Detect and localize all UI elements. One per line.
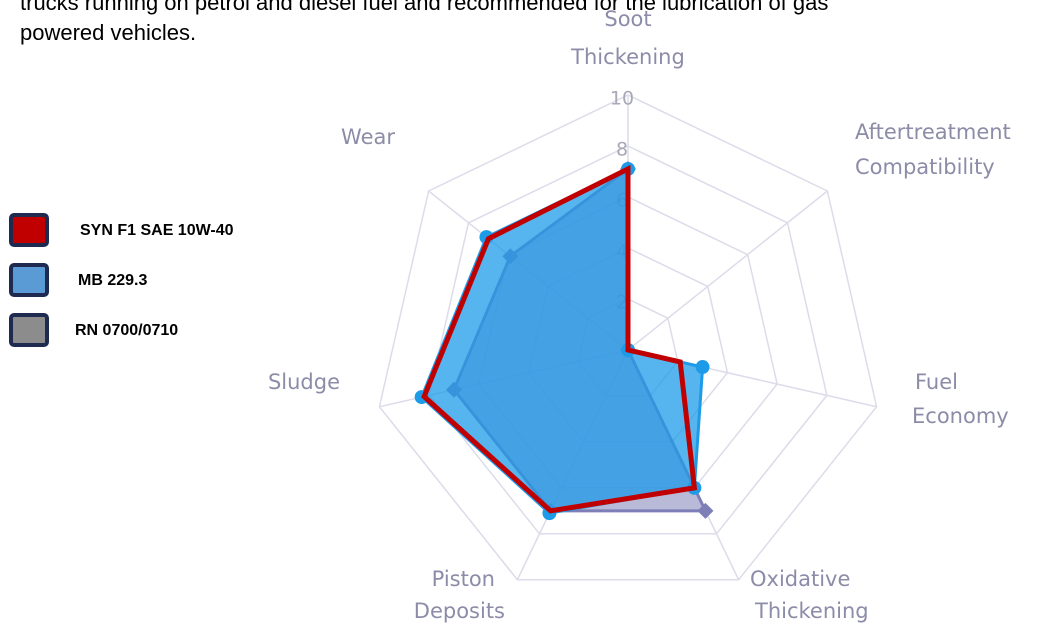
category-label: Sludge (268, 370, 340, 394)
intro-text: powered vehicles. (20, 20, 196, 45)
legend-label: SYN F1 SAE 10W-40 (80, 222, 234, 239)
category-label: Piston (432, 567, 495, 591)
category-label: Oxidative (750, 567, 850, 591)
spoke (627, 190, 828, 351)
y-tick-label: 10 (610, 88, 634, 110)
category-label: Compatibility (855, 155, 995, 179)
category-label: Wear (341, 125, 395, 149)
legend-label: MB 229.3 (78, 272, 147, 289)
legend-swatch (9, 213, 49, 247)
grid-ring (428, 145, 828, 535)
category-label: Economy (912, 404, 1009, 428)
legend-label: RN 0700/0710 (75, 322, 178, 339)
legend-swatch (9, 313, 49, 347)
category-label: Thickening (570, 45, 685, 69)
legend-swatch (9, 263, 49, 297)
y-tick-label: 8 (616, 139, 628, 161)
category-label: Fuel (915, 370, 958, 394)
category-label: Aftertreatment (855, 120, 1011, 144)
marker (695, 360, 710, 375)
category-label: Deposits (414, 599, 505, 623)
grid-ring (378, 94, 878, 581)
series-area (421, 164, 698, 514)
marker (697, 502, 714, 519)
category-label: Thickening (754, 599, 869, 623)
category-label: Soot (604, 7, 651, 31)
intro-text: trucks running on petrol and diesel fuel… (20, 0, 828, 15)
